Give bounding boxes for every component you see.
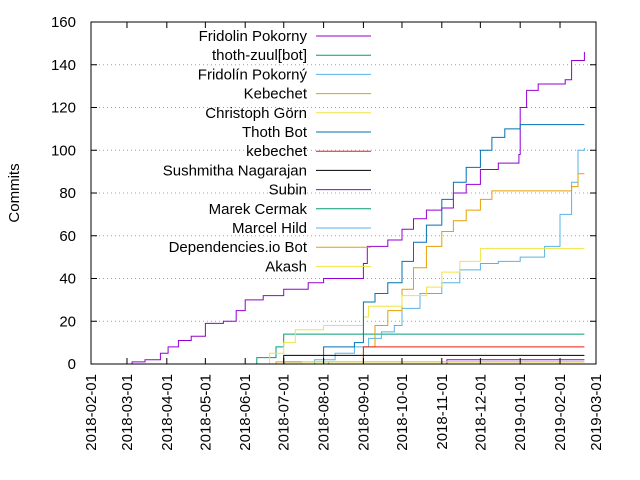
x-tick-label: 2018-10-01	[394, 374, 411, 451]
legend-label: Marcel Hild	[232, 220, 307, 237]
y-tick-label: 20	[59, 313, 76, 330]
x-tick-label: 2019-02-01	[552, 374, 569, 451]
legend: Fridolin Pokorny thoth-zuul[bot] Fridolín …	[163, 28, 371, 275]
legend-label: Sushmitha Nagarajan	[163, 162, 307, 179]
legend-label: Thoth Bot	[242, 124, 308, 141]
legend-label: thoth-zuul[bot]	[212, 47, 307, 64]
legend-label: Fridolín Pokorný	[198, 66, 308, 83]
grid-lines	[91, 64, 596, 322]
x-tick-label: 2018-07-01	[276, 374, 293, 451]
series-line	[127, 148, 585, 365]
legend-label: Christoph Görn	[205, 105, 307, 122]
legend-label: Kebechet	[244, 86, 308, 103]
series-line	[127, 173, 585, 365]
x-tick-label: 2018-04-01	[159, 374, 176, 451]
x-tick-label: 2019-01-01	[512, 374, 529, 451]
x-tick-label: 2018-09-01	[355, 374, 372, 451]
y-tick-label: 100	[51, 142, 76, 159]
x-tick-label: 2018-06-01	[237, 374, 254, 451]
legend-label: Fridolin Pokorny	[199, 28, 308, 45]
x-tick-label: 2018-08-01	[316, 374, 333, 451]
legend-label: Subin	[269, 182, 307, 199]
x-tick-label: 2019-03-01	[588, 374, 605, 451]
y-axis-ticks: 0 20 40 60 80 100 120 140 160	[51, 14, 596, 373]
x-tick-label: 2018-03-01	[119, 374, 136, 451]
x-tick-label: 2018-02-01	[83, 374, 100, 451]
y-tick-label: 160	[51, 14, 76, 31]
y-tick-label: 0	[68, 356, 76, 373]
series-line	[127, 51, 585, 365]
series-lines	[127, 51, 585, 365]
legend-label: Dependencies.io Bot	[169, 239, 308, 256]
y-tick-label: 40	[59, 271, 76, 288]
series-line	[127, 124, 585, 365]
y-tick-label: 140	[51, 57, 76, 74]
legend-label: Akash	[265, 258, 307, 275]
legend-label: Marek Cermak	[209, 201, 308, 218]
y-tick-label: 80	[59, 185, 76, 202]
x-tick-label: 2018-11-01	[434, 374, 451, 450]
legend-label: kebechet	[246, 143, 308, 160]
x-tick-label: 2018-05-01	[197, 374, 214, 451]
x-tick-label: 2018-12-01	[472, 374, 489, 451]
series-line	[127, 248, 585, 365]
x-axis-ticks: 2018-02-01 2018-03-01 2018-04-01 2018-05-01…	[83, 22, 605, 451]
y-axis-label: Commits	[6, 163, 23, 222]
y-tick-label: 60	[59, 228, 76, 245]
y-tick-label: 120	[51, 100, 76, 117]
